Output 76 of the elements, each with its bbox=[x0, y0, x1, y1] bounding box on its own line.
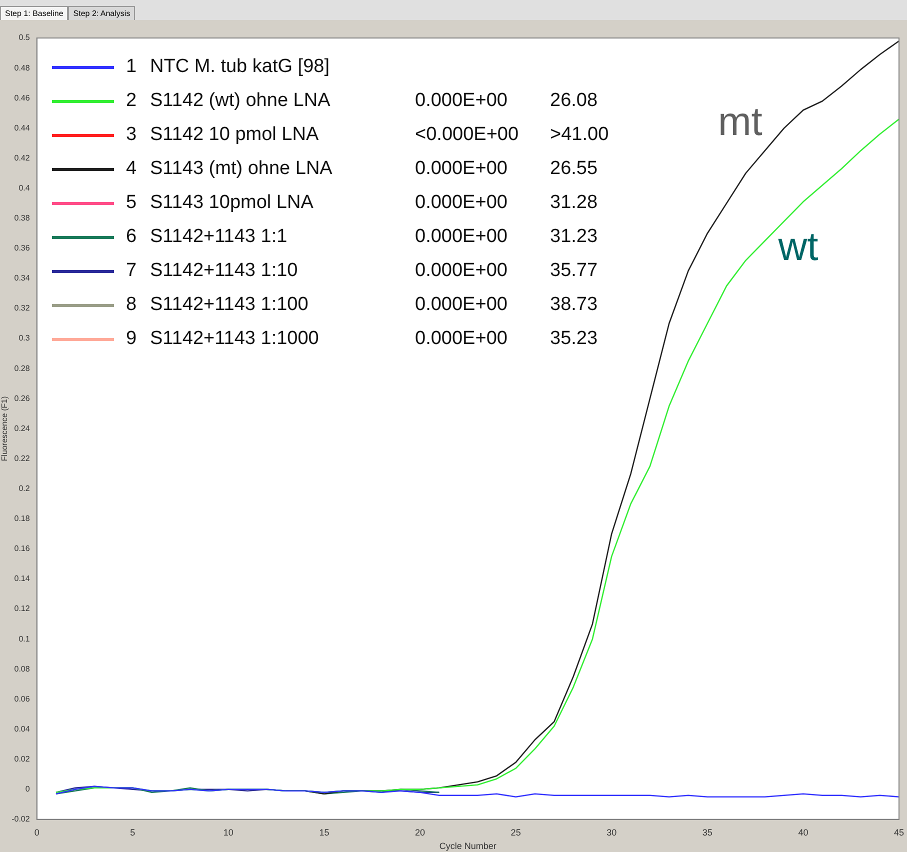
annotation: 4 bbox=[126, 158, 138, 180]
annotation: 8 bbox=[126, 294, 138, 316]
annotation: 35.23 bbox=[550, 327, 599, 351]
annotation: 26.08 bbox=[550, 89, 599, 113]
y-tick-label: 0.4 bbox=[18, 183, 30, 192]
annotation: 9 bbox=[126, 328, 138, 350]
x-tick-label: 5 bbox=[130, 827, 136, 838]
annotation: 0.000E+00 bbox=[415, 293, 508, 317]
annotation: 35.77 bbox=[550, 259, 599, 283]
legend-label: S1142 (wt) ohne LNA bbox=[150, 90, 330, 112]
y-tick-label: -0.02 bbox=[12, 814, 30, 824]
y-tick-label: 0.5 bbox=[18, 33, 30, 42]
x-tick-label: 45 bbox=[894, 827, 904, 838]
legend-label: S1142+1143 1:10 bbox=[150, 260, 298, 282]
annotation: 6 bbox=[126, 226, 138, 248]
y-tick-label: 0.14 bbox=[14, 574, 30, 584]
annotation: 0.000E+00 bbox=[415, 327, 508, 351]
legend-label: S1143 10pmol LNA bbox=[150, 192, 314, 214]
annotation: 0.000E+00 bbox=[415, 191, 508, 215]
y-tick-label: 0.34 bbox=[14, 274, 30, 283]
y-tick-label: 0.42 bbox=[14, 153, 30, 162]
x-tick-label: 40 bbox=[798, 827, 808, 838]
x-tick-label: 10 bbox=[223, 827, 234, 838]
x-tick-label: 15 bbox=[319, 827, 330, 838]
annotation: 5 bbox=[126, 192, 138, 214]
y-tick-label: 0.2 bbox=[18, 484, 30, 494]
legend-label: S1142 10 pmol LNA bbox=[150, 124, 319, 146]
y-tick-label: 0.1 bbox=[18, 634, 30, 644]
y-tick-label: 0.16 bbox=[14, 544, 30, 554]
x-tick-label: 30 bbox=[606, 827, 617, 838]
y-tick-label: 0.38 bbox=[14, 214, 30, 223]
y-tick-label: 0 bbox=[25, 784, 30, 794]
annotation: 31.28 bbox=[550, 191, 599, 215]
y-tick-label: 0.36 bbox=[14, 244, 30, 253]
annotation: 3 bbox=[126, 124, 138, 146]
legend-label: S1142+1143 1:100 bbox=[150, 294, 308, 316]
annotation: 38.73 bbox=[550, 293, 599, 317]
y-tick-label: 0.08 bbox=[14, 664, 30, 674]
annotation: 2 bbox=[126, 90, 138, 112]
y-tick-label: 0.26 bbox=[14, 394, 30, 403]
text: Step 2: Analysis bbox=[68, 6, 136, 20]
legend-label: S1142+1143 1:1 bbox=[150, 226, 288, 248]
annotation: 26.55 bbox=[550, 157, 599, 181]
annotation: wt bbox=[777, 225, 818, 270]
legend-label: S1143 (mt) ohne LNA bbox=[150, 158, 332, 180]
annotation: 0.000E+00 bbox=[415, 157, 508, 181]
x-tick-label: 35 bbox=[702, 827, 712, 838]
y-axis-title: Fluorescence (F1) bbox=[0, 396, 10, 462]
x-axis-title: Cycle Number bbox=[439, 841, 496, 852]
annotation: 0.000E+00 bbox=[415, 259, 508, 283]
annotation: <0.000E+00 bbox=[415, 123, 520, 147]
y-tick-label: 0.18 bbox=[14, 514, 30, 524]
annotation: 0.000E+00 bbox=[415, 89, 508, 113]
annotation: >41.00 bbox=[550, 123, 609, 147]
legend-label: NTC M. tub katG [98] bbox=[150, 56, 330, 78]
annotation: 0.000E+00 bbox=[415, 225, 508, 249]
y-tick-label: 0.48 bbox=[14, 63, 30, 72]
y-tick-label: 0.06 bbox=[14, 694, 30, 704]
y-tick-label: 0.02 bbox=[14, 754, 30, 764]
annotation: 7 bbox=[126, 260, 138, 282]
y-tick-label: 0.46 bbox=[14, 93, 30, 102]
x-tick-label: 20 bbox=[415, 827, 426, 838]
y-tick-label: 0.04 bbox=[14, 724, 30, 734]
legend-label: S1142+1143 1:1000 bbox=[150, 328, 319, 350]
annotation: mt bbox=[718, 100, 762, 144]
x-tick-label: 0 bbox=[34, 827, 40, 838]
y-tick-label: 0.44 bbox=[14, 123, 30, 132]
y-tick-label: 0.24 bbox=[14, 424, 30, 433]
y-tick-label: 0.3 bbox=[18, 334, 30, 343]
y-tick-label: 0.28 bbox=[14, 364, 30, 373]
y-tick-label: 0.22 bbox=[14, 454, 30, 463]
x-tick-label: 25 bbox=[510, 827, 521, 838]
y-tick-label: 0.32 bbox=[14, 304, 30, 313]
annotation: 31.23 bbox=[550, 225, 599, 249]
annotation: 1 bbox=[126, 56, 138, 78]
y-tick-label: 0.12 bbox=[14, 604, 30, 614]
